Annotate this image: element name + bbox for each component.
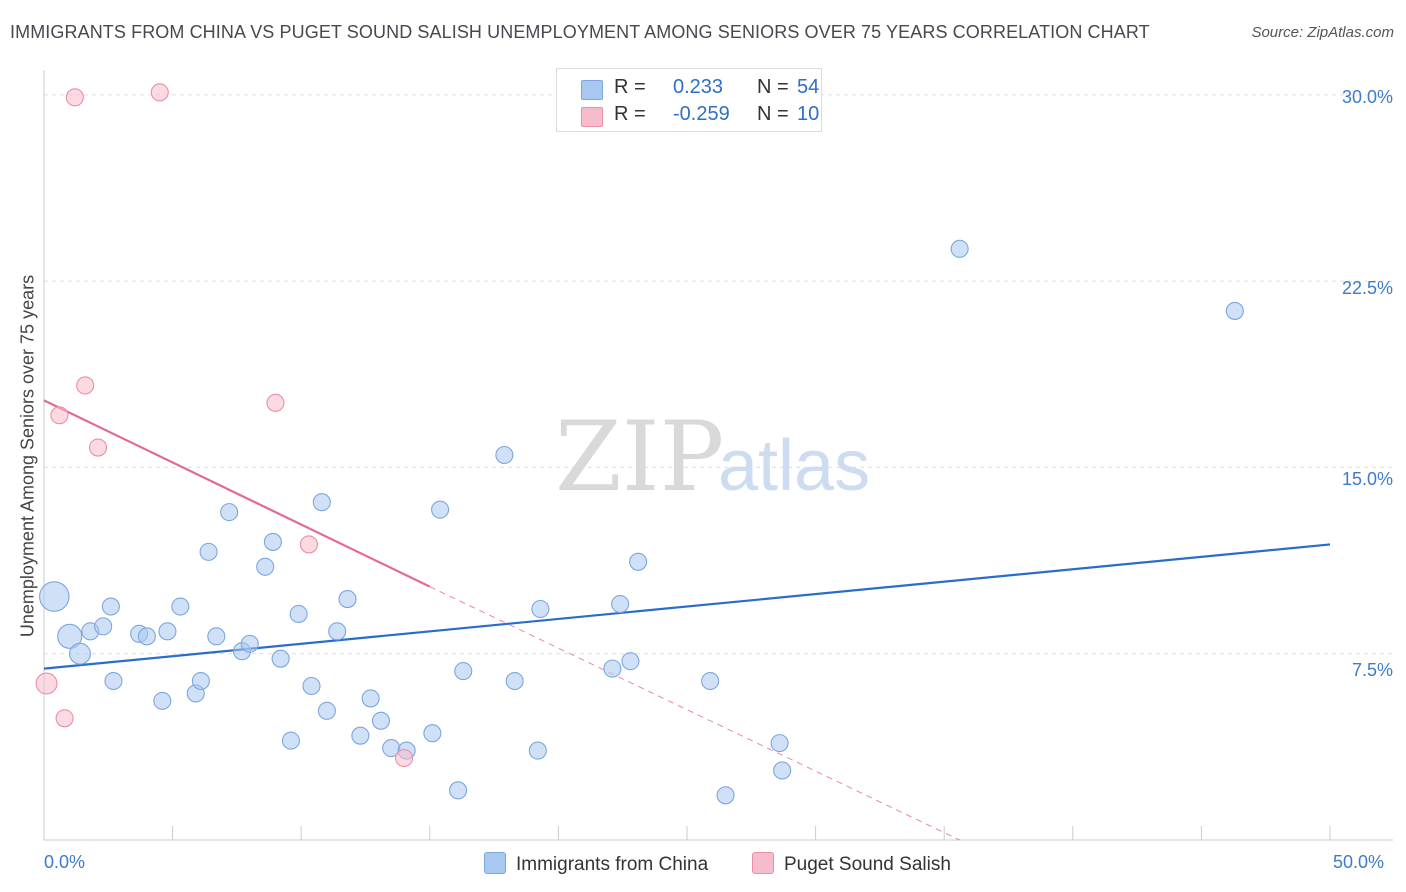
- point-china-30: [361, 689, 380, 708]
- legend-r-value-salish: -0.259: [673, 103, 730, 125]
- point-china-8: [137, 627, 156, 646]
- point-china-11: [171, 597, 190, 616]
- point-china-35: [431, 500, 450, 519]
- point-china-23: [289, 604, 308, 624]
- y-tick-label-30: 30.0%: [1341, 87, 1393, 107]
- point-china-16: [220, 503, 239, 522]
- y-tick-label-7-5: 7.5%: [1351, 660, 1393, 680]
- point-china-2: [69, 642, 91, 665]
- point-china-26: [317, 701, 336, 720]
- y-tick-label-15: 15.0%: [1341, 469, 1393, 489]
- point-salish-2: [55, 709, 74, 728]
- trend-line-salish-extrapolated: [429, 586, 960, 841]
- point-china-39: [505, 671, 524, 691]
- point-china-47: [716, 786, 735, 805]
- point-china-29: [351, 726, 370, 745]
- point-china-49: [773, 761, 792, 780]
- point-china-51: [1225, 301, 1244, 320]
- bottom-legend-label-salish: Puget Sound Salish: [784, 854, 951, 875]
- point-china-10: [158, 622, 177, 641]
- point-china-24: [302, 676, 321, 696]
- chart-title: IMMIGRANTS FROM CHINA VS PUGET SOUND SAL…: [10, 22, 1150, 42]
- point-salish-8: [299, 535, 318, 554]
- point-china-38: [495, 445, 514, 465]
- legend-swatch-salish: [581, 107, 603, 127]
- y-tick-label-22-5: 22.5%: [1341, 278, 1393, 298]
- point-china-21: [271, 649, 290, 668]
- point-china-48: [770, 734, 789, 753]
- bottom-legend-salish: Puget Sound Salish: [752, 852, 951, 876]
- legend-n-value-china: 54: [797, 76, 820, 98]
- point-china-5: [101, 597, 120, 616]
- y-axis-label: Unemployment Among Seniors over 75 years: [17, 274, 38, 638]
- bottom-legend-china: Immigrants from China: [484, 852, 708, 876]
- legend-swatch-china: [581, 80, 603, 100]
- x-tick-label-max: 50.0%: [1333, 852, 1385, 872]
- x-tick-label-min: 0.0%: [44, 852, 86, 872]
- point-salish-0: [35, 672, 58, 695]
- bottom-legend-swatch-china: [484, 852, 506, 874]
- legend-n-label: N =: [757, 76, 789, 98]
- point-china-37: [454, 662, 473, 681]
- legend-r-label: R =: [614, 103, 646, 125]
- point-china-45: [629, 552, 648, 571]
- point-china-4: [94, 617, 113, 636]
- point-china-20: [263, 532, 282, 551]
- point-china-9: [153, 691, 172, 710]
- point-china-19: [256, 557, 275, 576]
- trend-line-china: [43, 543, 1331, 670]
- point-china-6: [104, 671, 123, 691]
- point-salish-7: [266, 393, 285, 412]
- point-china-34: [423, 724, 442, 743]
- point-china-41: [531, 599, 550, 619]
- point-china-36: [449, 781, 468, 800]
- legend-n-value-salish: 10: [797, 103, 820, 125]
- point-china-1: [57, 623, 83, 649]
- point-china-18: [240, 634, 259, 653]
- point-china-40: [528, 741, 547, 760]
- point-china-43: [611, 594, 630, 614]
- watermark-atlas: atlas: [718, 426, 870, 506]
- watermark-zip: ZIP: [555, 401, 724, 513]
- bottom-legend-swatch-salish: [752, 852, 774, 874]
- bottom-legend-label-china: Immigrants from China: [516, 854, 709, 875]
- point-salish-4: [76, 376, 95, 395]
- legend-n-label: N =: [757, 103, 789, 125]
- point-salish-3: [65, 88, 84, 107]
- point-china-50: [950, 239, 969, 258]
- point-china-15: [207, 627, 226, 646]
- point-china-42: [603, 659, 622, 678]
- point-salish-6: [150, 83, 169, 102]
- point-china-13: [191, 671, 210, 691]
- point-china-27: [328, 622, 347, 641]
- point-china-31: [371, 711, 390, 730]
- point-salish-9: [395, 748, 414, 768]
- point-china-14: [199, 542, 218, 561]
- point-china-0: [39, 581, 70, 612]
- point-china-44: [621, 652, 640, 671]
- correlation-legend: R = 0.233 N = 54 R = -0.259 N = 10: [556, 68, 822, 132]
- trend-line-salish: [43, 399, 431, 588]
- source-label: Source: ZipAtlas.com: [1251, 24, 1394, 41]
- point-salish-5: [88, 438, 108, 457]
- legend-r-label: R =: [614, 76, 646, 98]
- point-china-28: [338, 590, 357, 609]
- point-china-46: [701, 671, 720, 691]
- point-china-25: [312, 493, 331, 512]
- point-salish-1: [50, 406, 69, 425]
- point-china-22: [281, 731, 300, 750]
- legend-r-value-china: 0.233: [673, 76, 724, 98]
